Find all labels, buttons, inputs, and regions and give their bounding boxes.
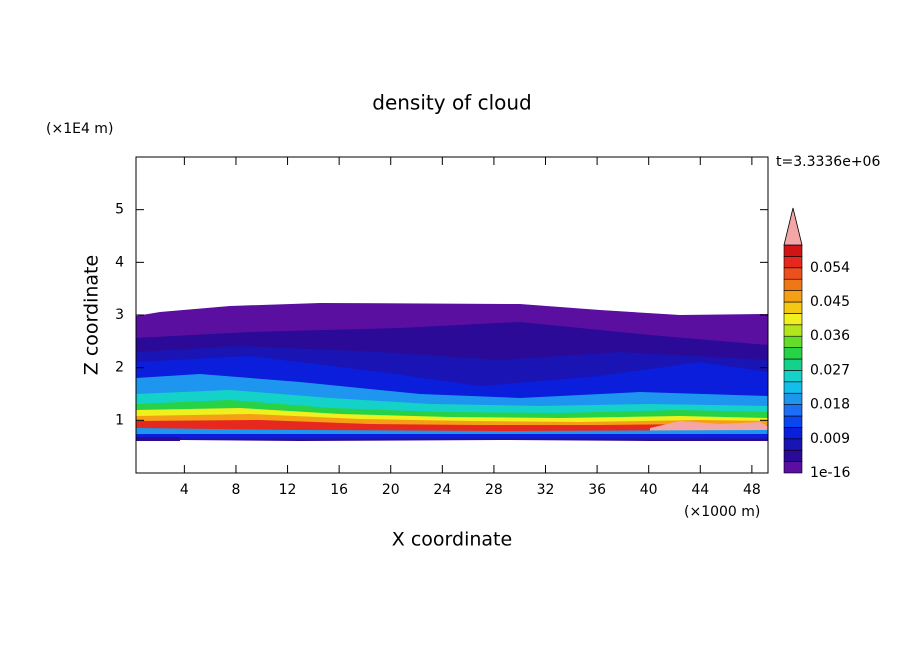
colorbar-segment (783, 267, 803, 280)
y-tick-label: 4 (115, 254, 124, 270)
colorbar-segment (783, 278, 803, 291)
colorbar-segment (783, 256, 803, 269)
colorbar-segment (783, 392, 803, 405)
x-tick-label: 36 (588, 482, 606, 498)
colorbar-tick-label: 0.027 (810, 362, 850, 378)
x-tick-label: 28 (485, 482, 503, 498)
y-axis-label: Z coordinate (81, 255, 103, 375)
colorbar-segment (783, 461, 803, 474)
colorbar-segment (783, 404, 803, 417)
x-tick-label: 24 (433, 482, 451, 498)
colorbar-segment (783, 449, 803, 462)
colorbar-segment (783, 358, 803, 371)
y-tick-label: 1 (115, 412, 124, 428)
annotation: t=3.3336e+06 (776, 154, 880, 170)
x-tick-label: 40 (640, 482, 658, 498)
x-tick-label: 48 (743, 482, 761, 498)
x-tick-label: 4 (180, 482, 189, 498)
colorbar-tick-label: 0.018 (810, 397, 850, 413)
colorbar-segment (783, 313, 803, 326)
colorbar-segment (783, 290, 803, 303)
colorbar-segment (783, 438, 803, 451)
colorbar-tick-label: 0.054 (810, 260, 850, 276)
colorbar-segment (783, 381, 803, 394)
colorbar-segment (783, 244, 803, 257)
x-tick-label: 20 (382, 482, 400, 498)
colorbar-segment (783, 370, 803, 383)
colorbar-segment (783, 415, 803, 428)
x-unit: (×1000 m) (684, 504, 760, 520)
colorbar-segment (783, 301, 803, 314)
colorbar-segment (783, 347, 803, 360)
x-tick-label: 44 (691, 482, 709, 498)
x-tick-label: 12 (279, 482, 297, 498)
colorbar-segment (783, 427, 803, 440)
y-tick-label: 5 (115, 202, 124, 218)
x-tick-label: 16 (330, 482, 348, 498)
y-tick-label: 2 (115, 360, 124, 376)
x-tick-label: 8 (231, 482, 240, 498)
colorbar-tick-label: 0.045 (810, 294, 850, 310)
chart-title: density of cloud (372, 91, 531, 115)
colorbar-tick-label: 1e-16 (810, 465, 850, 481)
colorbar-tick-label: 0.009 (810, 431, 850, 447)
colorbar-tick-label: 0.036 (810, 328, 850, 344)
x-tick-label: 32 (537, 482, 555, 498)
colorbar-segment (783, 335, 803, 348)
y-tick-label: 3 (115, 307, 124, 323)
colorbar-extend (783, 207, 803, 246)
y-unit: (×1E4 m) (46, 121, 113, 137)
colorbar-segment (783, 324, 803, 337)
contour-field (136, 303, 768, 441)
x-axis-label: X coordinate (392, 529, 512, 551)
